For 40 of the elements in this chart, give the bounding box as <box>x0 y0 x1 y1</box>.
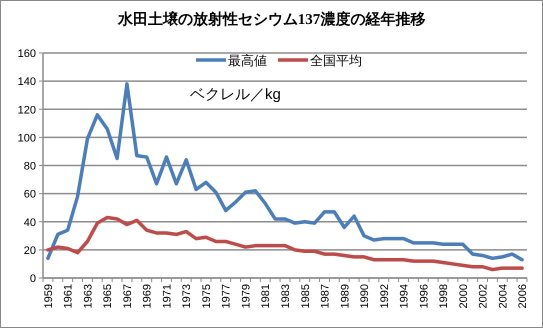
x-tick-label: 1989 <box>339 284 352 308</box>
y-tick-label: 100 <box>18 132 36 144</box>
legend-label: 最高値 <box>228 53 267 68</box>
y-tick-label: 60 <box>24 188 36 201</box>
y-tick-label: 160 <box>18 48 36 60</box>
x-tick-label: 1965 <box>102 284 114 308</box>
x-tick-label: 2004 <box>497 284 510 308</box>
x-tick-label: 1981 <box>260 284 272 308</box>
y-tick-label: 80 <box>24 160 36 172</box>
y-tick-label: 20 <box>24 244 36 257</box>
x-tick-label: 1961 <box>62 284 75 308</box>
x-tick-label: 1985 <box>300 284 312 308</box>
x-tick-label: 1994 <box>398 284 411 308</box>
x-tick-label: 1963 <box>82 284 94 308</box>
x-tick-label: 2000 <box>458 284 470 308</box>
x-tick-label: 1992 <box>378 284 391 308</box>
y-tick-label: 40 <box>24 216 36 229</box>
x-tick-label: 1983 <box>280 284 292 308</box>
chart-title: 水田土壌の放射性セシウム137濃度の経年推移 <box>116 10 426 28</box>
x-tick-label: 1975 <box>200 284 213 308</box>
line-series <box>46 82 524 262</box>
line-series <box>46 216 524 272</box>
y-tick-label: 120 <box>18 104 36 116</box>
x-tick-label: 1967 <box>122 284 134 308</box>
x-tick-label: 1969 <box>142 284 154 308</box>
x-tick-label: 1977 <box>220 284 233 308</box>
annotation: ベクレル／kg <box>190 86 281 103</box>
x-tick-label: 2002 <box>478 284 490 308</box>
x-tick-label: 1979 <box>240 284 252 308</box>
x-tick-label: 1996 <box>418 284 430 308</box>
x-tick-label: 1971 <box>161 284 174 308</box>
x-tick-label: 1987 <box>320 284 332 308</box>
x-tick-label: 1959 <box>42 284 55 308</box>
x-tick-label: 1998 <box>438 284 450 308</box>
y-tick-label: 140 <box>18 76 36 88</box>
x-tick-label: 2006 <box>517 284 530 308</box>
y-tick-label: 0 <box>30 273 36 285</box>
legend-label: 全国平均 <box>310 53 362 68</box>
x-tick-label: 1990 <box>359 284 372 308</box>
x-tick-label: 1973 <box>181 284 194 308</box>
